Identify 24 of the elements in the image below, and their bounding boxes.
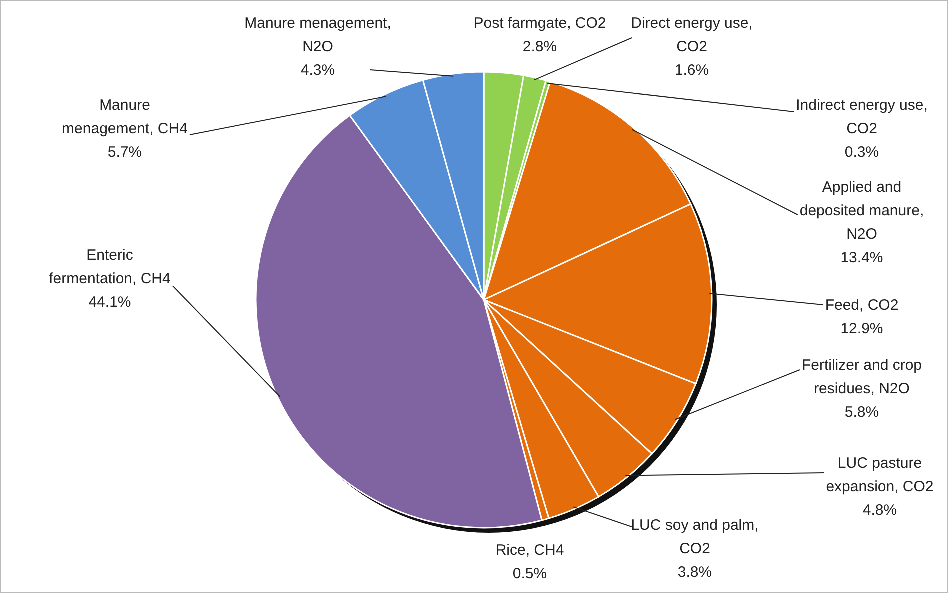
data-label: 12.9% <box>840 320 884 338</box>
slice-label: Manure menagement, CH4 <box>62 97 188 138</box>
data-label: 5.7% <box>108 144 142 161</box>
slice-label: LUC pasture expansion, CO2 <box>826 455 934 496</box>
data-label: 0.3% <box>844 144 880 161</box>
data-label: 3.8% <box>678 564 712 581</box>
slice-label: Feed, CO2 <box>825 297 899 314</box>
data-label: 5.8% <box>844 404 880 421</box>
slice-label: Enteric fermentation, CH4 <box>49 247 171 288</box>
data-label: 1.6% <box>674 62 710 79</box>
slice-label: LUC soy and palm, CO2 <box>631 517 759 558</box>
slice-label: Fertilizer and crop residues, N2O <box>802 357 922 398</box>
slice-label: Applied and deposited manure, N2O <box>800 179 924 243</box>
slice-label: Rice, CH4 <box>496 542 564 559</box>
data-label: 13.4% <box>840 250 884 266</box>
data-label: 0.5% <box>512 566 548 582</box>
data-label: 4.8% <box>862 502 898 519</box>
slice-label: Indirect energy use, CO2 <box>796 97 928 138</box>
slice-label: Direct energy use, CO2 <box>631 15 753 56</box>
data-label: 2.8% <box>522 38 558 56</box>
slice-label: Manure menagement, N2O <box>244 15 392 56</box>
data-label: 4.3% <box>300 62 336 79</box>
slice-label: Post farmgate, CO2 <box>474 15 606 32</box>
data-label: 44.1% <box>88 294 132 311</box>
